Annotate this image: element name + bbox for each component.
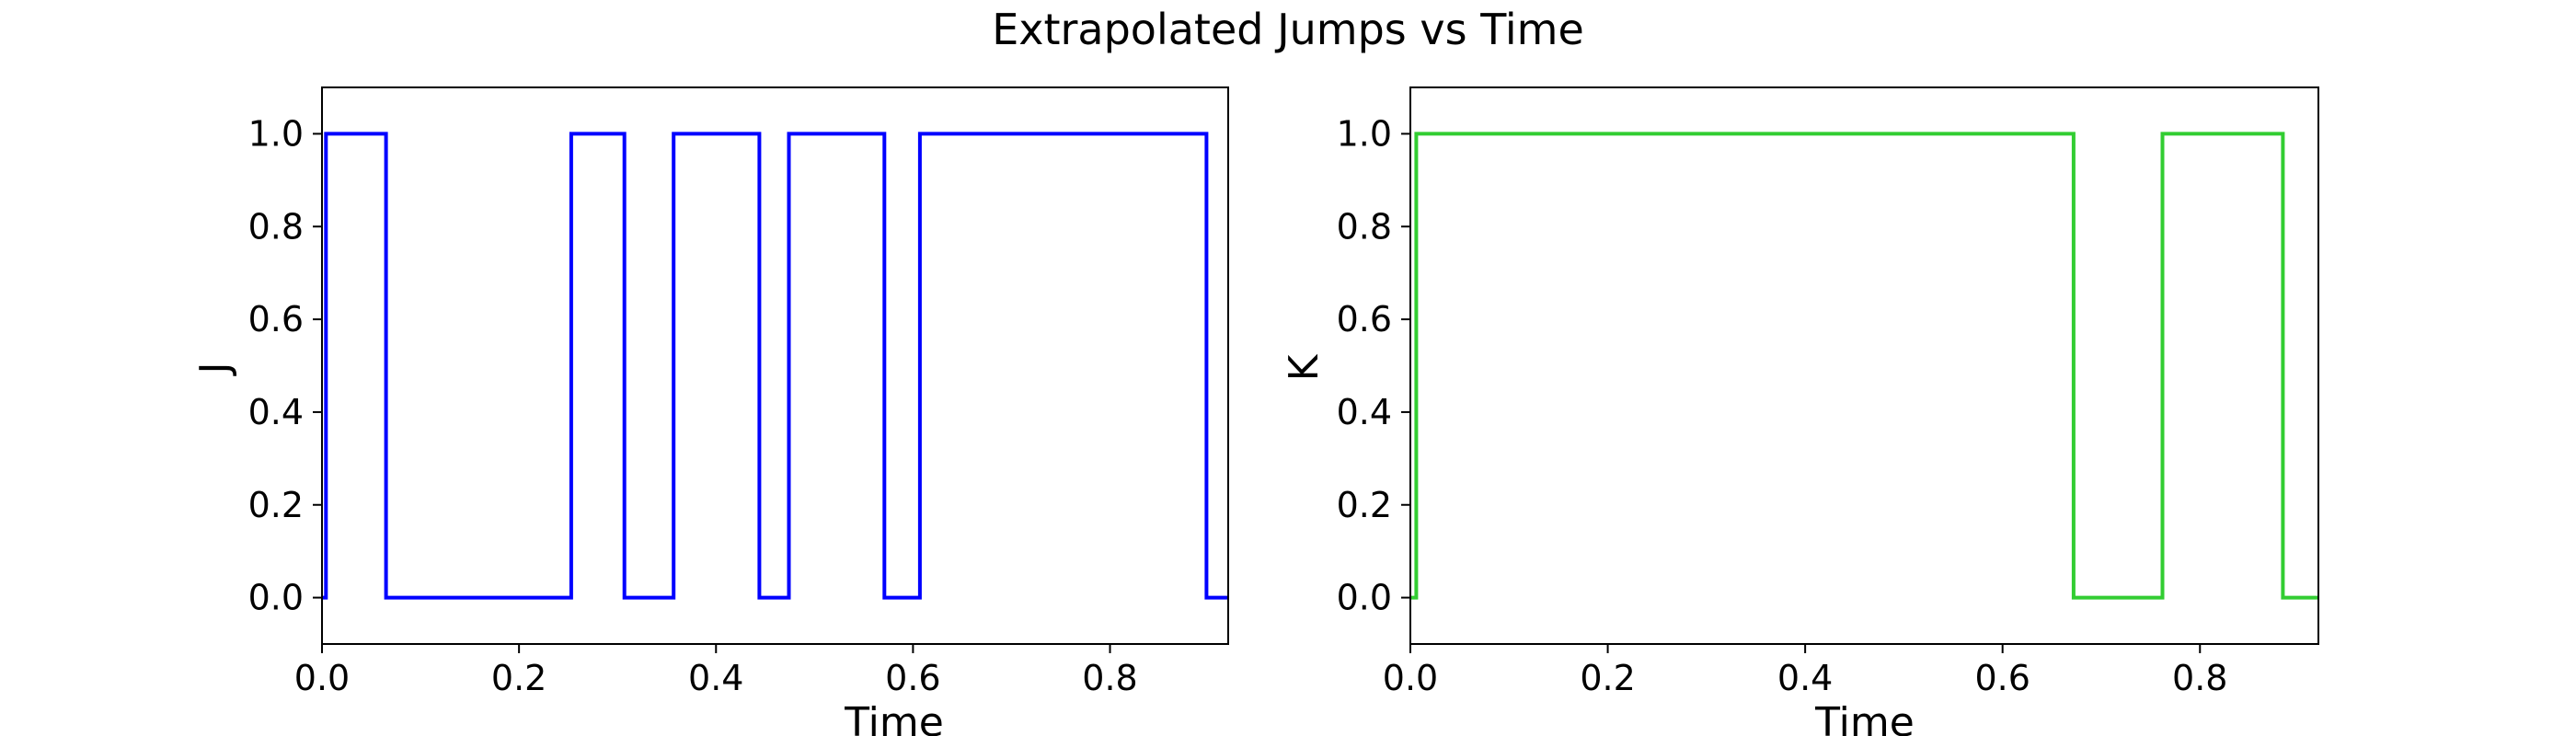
y-tick-label: 0.8	[248, 206, 304, 247]
y-axis-label-k: K	[1281, 353, 1328, 381]
y-axis-ticks-j: 0.0 0.2 0.4 0.6 0.8 1.0	[248, 113, 322, 618]
y-tick-label: 0.0	[248, 578, 304, 618]
x-tick-label: 0.6	[885, 658, 940, 698]
x-tick-label: 0.2	[1580, 658, 1635, 698]
x-tick-label: 0.4	[688, 658, 743, 698]
series-line-j	[322, 132, 1228, 600]
x-tick-label: 0.0	[294, 658, 350, 698]
y-tick-label: 1.0	[1337, 113, 1392, 154]
chart-panel-j: 0.00.20.40.60.81.0 0.0 0.2 0.4 0.6 0.8 Time …	[191, 86, 1229, 736]
plot-area-k	[1410, 132, 2318, 600]
y-tick-label: 0.2	[248, 485, 304, 525]
y-axis-ticks-k: 0.0 0.2 0.4 0.6 0.8 1.0	[1337, 113, 1410, 618]
y-tick-label: 1.0	[248, 113, 304, 154]
x-tick-label: 0.6	[1974, 658, 2030, 698]
x-tick-label: 0.8	[1082, 658, 1137, 698]
y-tick-label: 0.4	[248, 392, 304, 432]
y-tick-label: 0.2	[1337, 485, 1392, 525]
axes-frame-j	[321, 86, 1229, 645]
y-tick-label: 0.0	[1337, 578, 1392, 618]
figure-title: Extrapolated Jumps vs Time	[992, 5, 1584, 54]
y-tick-label: 0.8	[1337, 206, 1392, 247]
x-tick-label: 0.4	[1777, 658, 1833, 698]
plot-area-j	[322, 132, 1228, 600]
axes-frame-k	[1409, 86, 2319, 645]
x-tick-label: 0.8	[2172, 658, 2227, 698]
y-tick-label: 0.6	[1337, 299, 1392, 339]
series-line-k	[1410, 132, 2318, 600]
x-tick-label: 0.2	[491, 658, 546, 698]
y-tick-label: 0.6	[248, 299, 304, 339]
x-axis-label-k: Time	[1814, 699, 1915, 736]
x-tick-label: 0.0	[1383, 658, 1438, 698]
x-axis-ticks-j: 0.0 0.2 0.4 0.6 0.8	[294, 644, 1138, 698]
y-axis-label-j: J	[191, 362, 238, 377]
x-axis-label-j: Time	[844, 699, 944, 736]
chart-panel-k: 0.00.20.40.60.81.0 0.0 0.2 0.4 0.6 0.8 Time …	[1281, 86, 2319, 736]
y-tick-label: 0.4	[1337, 392, 1392, 432]
x-axis-ticks-k: 0.0 0.2 0.4 0.6 0.8	[1383, 644, 2227, 698]
